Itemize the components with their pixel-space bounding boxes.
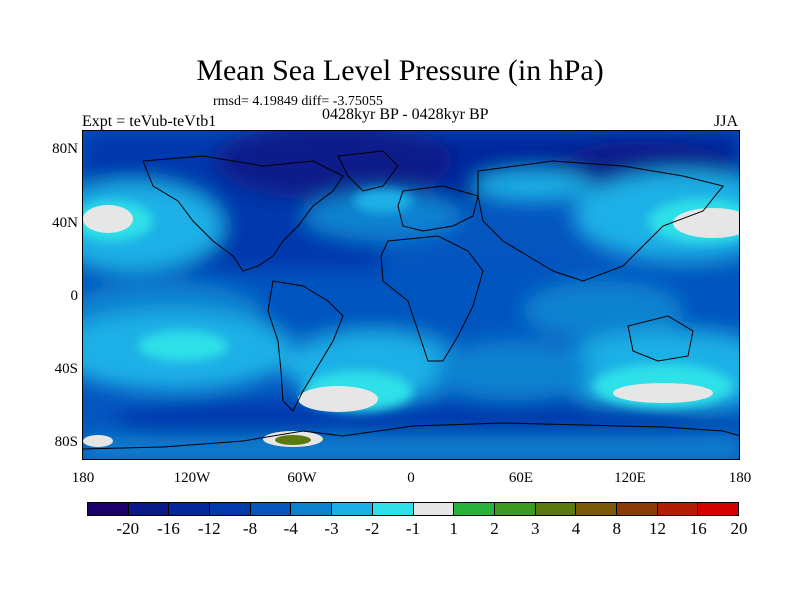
lon-label-60w: 60W <box>287 470 317 486</box>
colorbar-swatch <box>413 503 455 515</box>
colorbar-swatch <box>454 503 495 515</box>
lat-label-80n: 80N <box>52 141 78 157</box>
near-zero-region <box>83 435 113 447</box>
pressure-blobs <box>83 131 739 459</box>
lat-label-40s: 40S <box>54 361 78 377</box>
colorbar-label: -20 <box>116 519 140 538</box>
colorbar <box>87 502 739 516</box>
lat-label-80s: 80S <box>54 434 78 450</box>
period-subtitle: 0428kyr BP - 0428kyr BP <box>322 106 489 123</box>
pressure-map <box>82 130 740 460</box>
lon-label-180-west: 180 <box>71 470 95 486</box>
near-zero-region <box>83 205 133 233</box>
colorbar-label: 20 <box>730 519 748 538</box>
colorbar-swatch <box>332 503 373 515</box>
lon-label-120e: 120E <box>614 470 646 486</box>
positive-anomaly <box>275 435 311 445</box>
colorbar-label: -4 <box>283 519 298 538</box>
colorbar-label: 4 <box>571 519 581 538</box>
colorbar-label: -1 <box>405 519 421 538</box>
colorbar-label: 12 <box>649 519 666 538</box>
colorbar-label: -2 <box>365 519 380 538</box>
lat-label-40n: 40N <box>52 215 78 231</box>
rmsd-diff-stats: rmsd= 4.19849 diff= -3.75055 <box>213 94 383 109</box>
near-zero-region <box>673 208 739 238</box>
lon-label-0: 0 <box>407 470 415 486</box>
colorbar-label: -8 <box>242 519 258 538</box>
europe-coast <box>397 185 479 232</box>
greenland-coast <box>337 150 399 192</box>
colorbar-swatch <box>535 503 577 515</box>
antarctica-coast <box>83 422 739 450</box>
colorbar-swatch <box>576 503 617 515</box>
pressure-field <box>83 131 739 459</box>
lon-label-60e: 60E <box>508 470 534 486</box>
colorbar-swatch <box>128 503 170 515</box>
colorbar-swatch <box>698 503 738 515</box>
near-zero-region <box>613 383 713 403</box>
colorbar-label: -16 <box>157 519 180 538</box>
colorbar-label: -12 <box>197 519 221 538</box>
colorbar-swatch <box>88 503 129 515</box>
colorbar-label: 1 <box>449 519 459 538</box>
colorbar-swatch <box>494 503 536 515</box>
colorbar-label: 8 <box>612 519 622 538</box>
lat-label-0: 0 <box>70 288 79 304</box>
lon-label-180-east: 180 <box>728 470 752 486</box>
colorbar-label: 3 <box>531 519 540 538</box>
lon-label-120w: 120W <box>173 470 211 486</box>
near-zero-region <box>298 386 378 412</box>
colorbar-swatch <box>291 503 333 515</box>
colorbar-swatch <box>250 503 292 515</box>
africa-coast <box>380 235 484 362</box>
colorbar-label: 16 <box>689 519 707 538</box>
colorbar-swatch <box>657 503 699 515</box>
colorbar-swatch <box>210 503 251 515</box>
season-label: JJA <box>714 113 739 130</box>
south-america-coast <box>267 280 344 412</box>
experiment-label: Expt = teVub-teVtb1 <box>82 113 217 130</box>
north-america-coast <box>142 155 344 272</box>
map-title: Mean Sea Level Pressure (in hPa) <box>196 54 604 87</box>
colorbar-swatch <box>169 503 211 515</box>
colorbar-label: 2 <box>490 519 499 538</box>
colorbar-label: -3 <box>324 519 339 538</box>
coastlines <box>83 150 739 450</box>
australia-coast <box>627 315 694 362</box>
asia-coast <box>477 160 724 282</box>
colorbar-swatch <box>372 503 414 515</box>
colorbar-swatch <box>616 503 658 515</box>
